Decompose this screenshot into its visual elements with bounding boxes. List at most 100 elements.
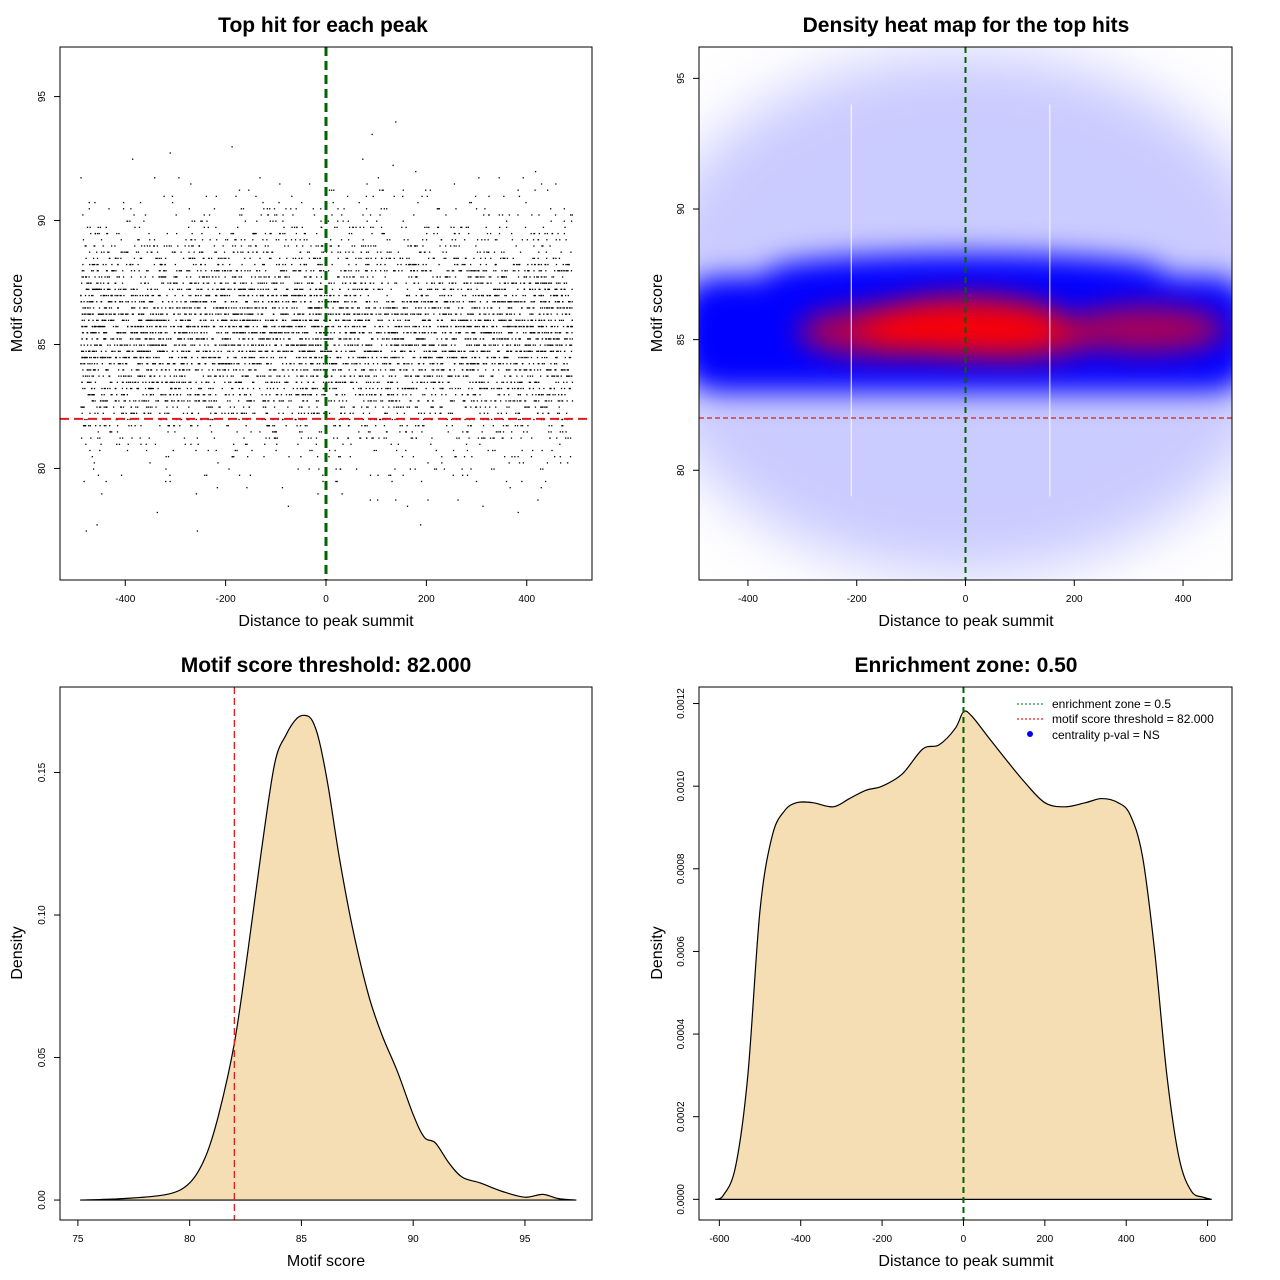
scatter-point	[517, 288, 519, 291]
scatter-point	[364, 282, 367, 284]
scatter-point	[242, 375, 244, 377]
scatter-point	[227, 356, 229, 359]
scatter-point	[367, 431, 370, 433]
scatter-point	[409, 468, 411, 470]
scatter-point	[533, 307, 535, 309]
scatter-point	[485, 363, 487, 365]
scatter-point	[367, 307, 369, 309]
scatter-point	[296, 425, 298, 427]
scatter-point	[443, 294, 445, 297]
scatter-point	[385, 344, 388, 346]
scatter-point	[243, 282, 245, 284]
scatter-point	[521, 239, 524, 241]
scatter-point	[390, 251, 392, 253]
scatter-point	[393, 406, 395, 408]
scatter-point	[483, 332, 485, 334]
scatter-point	[498, 307, 501, 309]
scatter-point	[108, 301, 111, 303]
scatter-point	[297, 412, 300, 414]
scatter-point	[436, 232, 439, 235]
scatter-point	[430, 270, 432, 272]
scatter-point	[566, 338, 568, 340]
scatter-point	[341, 381, 344, 383]
scatter-point	[310, 270, 312, 272]
scatter-point	[369, 499, 372, 501]
scatter-point	[549, 394, 551, 396]
scatter-point	[496, 313, 499, 315]
scatter-point	[177, 307, 179, 309]
scatter-point	[361, 425, 363, 427]
scatter-point	[538, 263, 540, 266]
scatter-point	[214, 344, 216, 346]
scatter-point	[331, 381, 333, 383]
scatter-point	[402, 307, 404, 309]
scatter-point	[310, 307, 312, 309]
scatter-point	[82, 239, 85, 241]
scatter-point	[304, 332, 306, 334]
scatter-point	[173, 325, 176, 328]
scatter-point	[571, 307, 573, 309]
scatter-point	[299, 270, 302, 272]
scatter-point	[483, 412, 485, 414]
scatter-point	[143, 332, 145, 334]
scatter-point	[559, 462, 562, 464]
scatter-point	[294, 294, 296, 297]
scatter-point	[495, 406, 497, 408]
scatter-point	[545, 282, 548, 284]
scatter-point	[333, 437, 335, 439]
scatter-point	[211, 313, 214, 315]
scatter-point	[206, 474, 208, 476]
scatter-point	[179, 332, 181, 334]
scatter-point	[411, 437, 414, 439]
scatter-point	[300, 437, 303, 439]
scatter-point	[467, 363, 469, 365]
scatter-point	[267, 338, 269, 340]
scatter-point	[120, 394, 123, 396]
scatter-point	[408, 363, 410, 365]
scatter-point	[514, 325, 516, 328]
scatter-point	[372, 226, 374, 229]
scatter-point	[557, 381, 560, 383]
scatter-point	[184, 375, 186, 377]
scatter-point	[188, 332, 191, 334]
scatter-point	[441, 394, 443, 396]
scatter-point	[515, 363, 517, 365]
scatter-point	[513, 313, 516, 315]
scatter-point	[511, 338, 513, 340]
scatter-point	[463, 263, 465, 266]
scatter-point	[326, 294, 328, 297]
scatter-point	[402, 474, 404, 476]
scatter-point	[446, 418, 448, 421]
scatter-point	[372, 437, 374, 439]
scatter-point	[323, 387, 325, 390]
scatter-point	[406, 363, 408, 365]
scatter-point	[230, 307, 233, 309]
scatter-point	[547, 263, 549, 266]
scatter-point	[500, 251, 503, 253]
scatter-point	[528, 338, 531, 340]
scatter-point	[88, 319, 90, 321]
scatter-point	[450, 226, 452, 229]
scatter-point	[168, 245, 170, 247]
scatter-point	[550, 400, 553, 402]
scatter-point	[398, 270, 400, 272]
scatter-point	[561, 425, 563, 427]
scatter-point	[479, 263, 482, 266]
scatter-point	[506, 325, 508, 328]
scatter-point	[279, 270, 282, 272]
scatter-point	[103, 406, 105, 408]
scatter-point	[476, 251, 479, 253]
scatter-point	[508, 319, 510, 321]
scatter-point	[225, 344, 228, 346]
scatter-point	[196, 307, 199, 309]
scatter-point	[168, 425, 170, 427]
scatter-point	[290, 363, 292, 365]
scatter-point	[244, 270, 246, 272]
scatter-point	[249, 313, 251, 315]
scatter-point	[521, 301, 523, 303]
scatter-point	[191, 245, 193, 247]
scatter-point	[494, 288, 496, 291]
scatter-point	[344, 270, 346, 272]
scatter-point	[280, 394, 283, 396]
scatter-point	[237, 288, 240, 291]
